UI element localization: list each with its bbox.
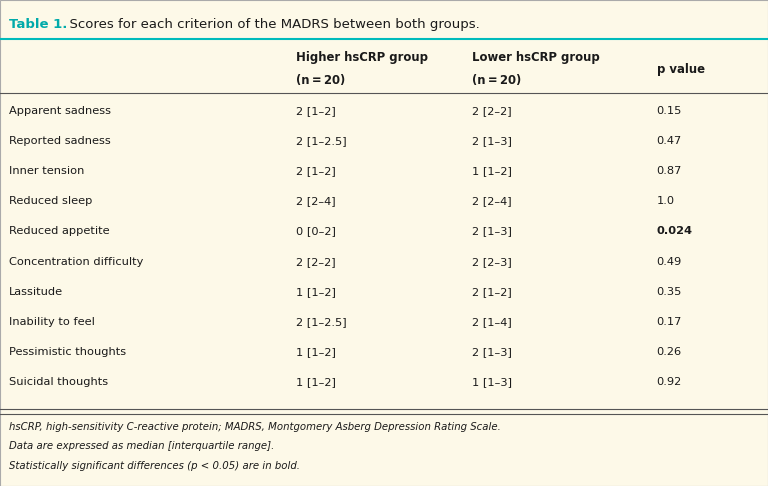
Text: 0.26: 0.26: [657, 347, 682, 357]
Text: 1.0: 1.0: [657, 196, 675, 207]
Text: Suicidal thoughts: Suicidal thoughts: [9, 377, 108, 387]
Text: 1 [1–2]: 1 [1–2]: [296, 347, 336, 357]
Text: 0.15: 0.15: [657, 106, 682, 116]
Text: 2 [2–2]: 2 [2–2]: [472, 106, 512, 116]
Text: Inability to feel: Inability to feel: [9, 317, 95, 327]
Text: 0.35: 0.35: [657, 287, 682, 297]
Text: 0.87: 0.87: [657, 166, 682, 176]
Text: 0.17: 0.17: [657, 317, 682, 327]
Text: Table 1.: Table 1.: [9, 18, 68, 32]
Text: Reported sadness: Reported sadness: [9, 136, 111, 146]
Text: 2 [1–4]: 2 [1–4]: [472, 317, 512, 327]
Text: Pessimistic thoughts: Pessimistic thoughts: [9, 347, 127, 357]
Text: Lower hsCRP group: Lower hsCRP group: [472, 51, 600, 64]
Text: 0.49: 0.49: [657, 257, 682, 267]
Text: 1 [1–2]: 1 [1–2]: [296, 377, 336, 387]
Text: 2 [1–2]: 2 [1–2]: [472, 287, 512, 297]
Text: 2 [1–3]: 2 [1–3]: [472, 226, 512, 237]
Text: hsCRP, high-sensitivity C-reactive protein; MADRS, Montgomery Asberg Depression : hsCRP, high-sensitivity C-reactive prote…: [9, 422, 501, 432]
Text: 1 [1–2]: 1 [1–2]: [472, 166, 512, 176]
Text: 1 [1–2]: 1 [1–2]: [296, 287, 336, 297]
Text: Inner tension: Inner tension: [9, 166, 84, 176]
Text: 2 [2–4]: 2 [2–4]: [296, 196, 336, 207]
Text: Scores for each criterion of the MADRS between both groups.: Scores for each criterion of the MADRS b…: [61, 18, 479, 32]
Text: Concentration difficulty: Concentration difficulty: [9, 257, 144, 267]
Text: Lassitude: Lassitude: [9, 287, 63, 297]
Text: (n = 20): (n = 20): [472, 74, 521, 87]
Text: 2 [2–2]: 2 [2–2]: [296, 257, 336, 267]
Text: 0.024: 0.024: [657, 226, 693, 237]
Text: 2 [2–4]: 2 [2–4]: [472, 196, 512, 207]
Text: 0.92: 0.92: [657, 377, 682, 387]
Text: Higher hsCRP group: Higher hsCRP group: [296, 51, 428, 64]
Text: 2 [1–3]: 2 [1–3]: [472, 136, 512, 146]
Text: Data are expressed as median [interquartile range].: Data are expressed as median [interquart…: [9, 441, 275, 451]
Text: Reduced sleep: Reduced sleep: [9, 196, 93, 207]
Text: 2 [1–3]: 2 [1–3]: [472, 347, 512, 357]
Text: 2 [1–2]: 2 [1–2]: [296, 166, 336, 176]
Text: 1 [1–3]: 1 [1–3]: [472, 377, 512, 387]
Text: p value: p value: [657, 63, 705, 76]
Text: 0.47: 0.47: [657, 136, 682, 146]
Text: Statistically significant differences (p < 0.05) are in bold.: Statistically significant differences (p…: [9, 461, 300, 471]
Text: 2 [1–2]: 2 [1–2]: [296, 106, 336, 116]
Text: 0 [0–2]: 0 [0–2]: [296, 226, 336, 237]
Text: (n = 20): (n = 20): [296, 74, 345, 87]
Text: 2 [1–2.5]: 2 [1–2.5]: [296, 317, 346, 327]
Text: 2 [1–2.5]: 2 [1–2.5]: [296, 136, 346, 146]
Text: Reduced appetite: Reduced appetite: [9, 226, 110, 237]
Text: 2 [2–3]: 2 [2–3]: [472, 257, 512, 267]
Text: Apparent sadness: Apparent sadness: [9, 106, 111, 116]
